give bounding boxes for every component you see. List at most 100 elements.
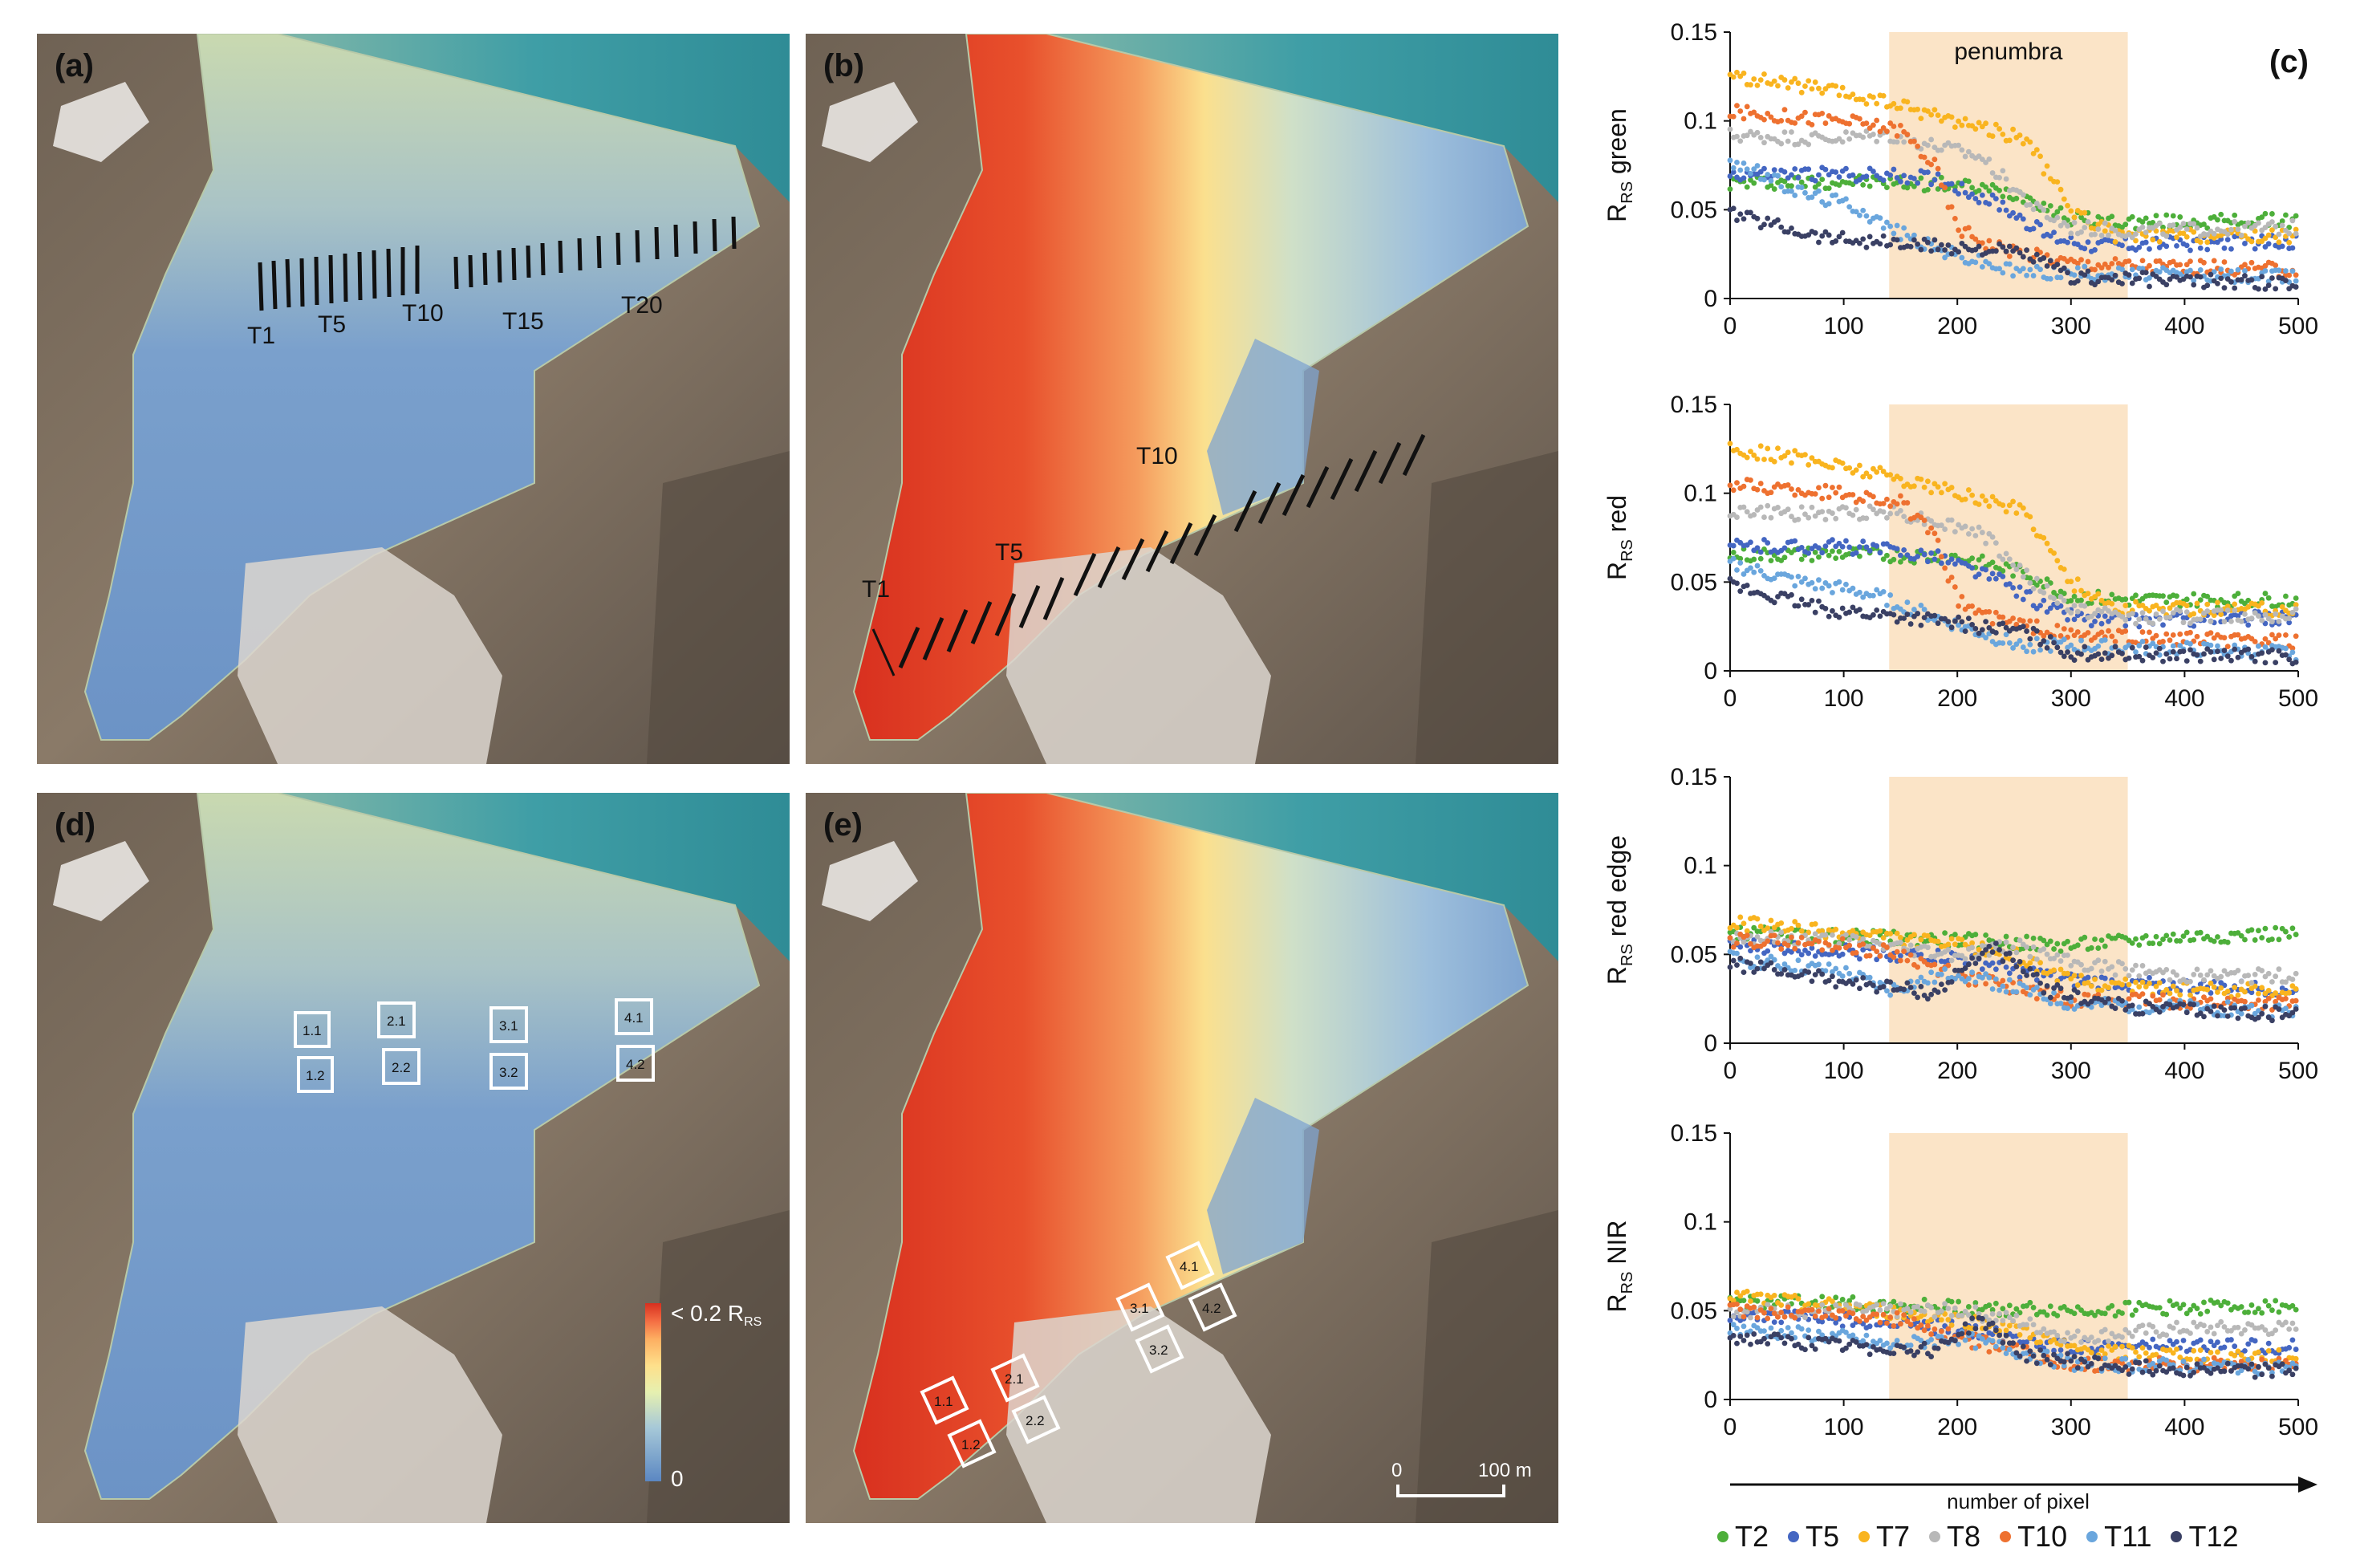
data-point-T7: [2085, 591, 2091, 597]
data-point-T12: [2000, 244, 2006, 250]
data-point-T10: [1948, 204, 1955, 210]
transect-lines-a: [258, 216, 737, 311]
data-point-T8: [2143, 230, 2149, 235]
data-point-T8: [2122, 965, 2129, 972]
data-point-T5: [1816, 172, 1822, 178]
data-point-T7: [1754, 82, 1761, 88]
data-point-T7: [2122, 976, 2129, 982]
data-point-T5: [2092, 247, 2098, 253]
data-point-T8: [1843, 932, 1849, 938]
data-point-T10: [1877, 1319, 1883, 1326]
data-point-T5: [1877, 550, 1883, 556]
y-tick-label: 0.1: [1684, 853, 1717, 879]
data-point-T10: [2057, 633, 2064, 639]
data-point-T8: [1898, 940, 1903, 945]
data-point-T10: [2242, 262, 2248, 268]
data-point-T5: [1894, 546, 1900, 552]
data-point-T7: [2183, 234, 2190, 240]
data-point-T10: [1898, 493, 1903, 499]
data-point-T5: [1737, 944, 1744, 950]
data-point-T10: [2289, 645, 2296, 652]
data-point-T5: [2248, 989, 2255, 996]
data-point-T5: [1997, 207, 2002, 213]
data-point-T7: [2037, 1339, 2043, 1345]
data-point-T12: [2183, 1009, 2190, 1016]
data-point-T12: [2027, 1348, 2033, 1355]
data-point-T10: [2283, 632, 2289, 638]
data-point-T7: [2191, 229, 2197, 235]
data-point-T10: [2000, 614, 2006, 620]
data-point-T8: [2167, 977, 2173, 983]
data-point-T7: [1979, 124, 1985, 130]
data-point-T10: [2010, 615, 2016, 621]
data-point-T10: [2273, 262, 2279, 269]
legend-item-T11: T11: [2086, 1520, 2151, 1554]
data-point-T5: [1816, 545, 1822, 551]
data-point-T7: [2147, 607, 2152, 614]
data-point-T12: [2221, 648, 2228, 653]
data-point-T12: [2183, 1364, 2190, 1371]
data-point-T11: [1850, 585, 1856, 591]
data-point-T7: [1938, 118, 1944, 124]
data-point-T12: [1877, 613, 1883, 619]
data-point-T12: [1857, 607, 1862, 613]
data-point-T2: [2286, 934, 2293, 940]
data-point-T11: [2047, 648, 2053, 654]
data-point-T12: [1730, 1332, 1737, 1338]
data-point-T8: [1819, 1302, 1826, 1308]
data-point-T10: [2276, 1355, 2282, 1362]
data-point-T11: [1768, 1325, 1774, 1331]
map-a-image: T1 T5 T10 T15 T20: [37, 34, 790, 764]
data-point-T11: [1877, 1338, 1883, 1343]
data-point-T8: [2010, 1318, 2016, 1324]
data-point-T10: [1935, 165, 1941, 172]
data-point-T11: [1754, 1325, 1761, 1331]
data-point-T8: [2289, 1320, 2296, 1326]
data-point-T5: [2235, 613, 2241, 619]
data-point-T2: [1989, 181, 1996, 188]
data-point-T2: [2283, 212, 2289, 218]
data-point-T5: [1850, 172, 1856, 178]
data-point-T10: [1942, 185, 1948, 191]
data-point-T5: [1754, 545, 1761, 551]
data-point-T2: [2136, 942, 2143, 949]
data-point-T11: [2102, 637, 2108, 643]
data-point-T7: [1771, 458, 1777, 465]
data-point-T12: [2293, 1365, 2299, 1371]
data-point-T12: [2269, 275, 2275, 281]
data-point-T2: [2187, 1306, 2193, 1313]
data-point-T8: [2003, 939, 2009, 945]
data-point-T10: [1932, 156, 1938, 163]
data-point-T10: [1986, 608, 1992, 615]
data-point-T8: [1843, 505, 1849, 511]
data-point-T10: [1907, 952, 1914, 958]
data-point-T11: [1754, 163, 1761, 169]
x-axis-arrow: [1730, 1477, 2317, 1493]
data-point-T10: [1884, 128, 1890, 135]
data-point-T12: [2283, 652, 2289, 658]
data-point-T10: [1860, 941, 1867, 947]
data-point-T12: [2153, 1367, 2159, 1374]
data-point-T11: [1737, 167, 1744, 173]
data-point-T12: [1983, 947, 1988, 953]
panel-label-d: (d): [55, 807, 96, 843]
data-point-T10: [1874, 949, 1880, 955]
data-point-T12: [2248, 1361, 2255, 1367]
data-point-T10: [1734, 480, 1740, 486]
panel-label-b: (b): [823, 48, 865, 83]
data-point-T8: [2000, 556, 2006, 563]
data-point-T12: [2041, 638, 2047, 644]
data-point-T2: [1884, 185, 1890, 191]
data-point-T5: [1748, 539, 1753, 546]
data-point-T8: [2027, 201, 2033, 208]
data-point-T12: [2248, 277, 2255, 283]
sample-box-d-2.2: [382, 1048, 420, 1085]
x-tick-label: 100: [1824, 313, 1864, 339]
data-point-T7: [2215, 1349, 2220, 1355]
legend-item-T2: T2: [1717, 1520, 1769, 1554]
data-point-T10: [1809, 121, 1815, 128]
data-point-T5: [2147, 1344, 2152, 1351]
data-point-T8: [2289, 217, 2296, 224]
data-point-T11: [1754, 954, 1761, 961]
data-point-T12: [2170, 648, 2176, 655]
